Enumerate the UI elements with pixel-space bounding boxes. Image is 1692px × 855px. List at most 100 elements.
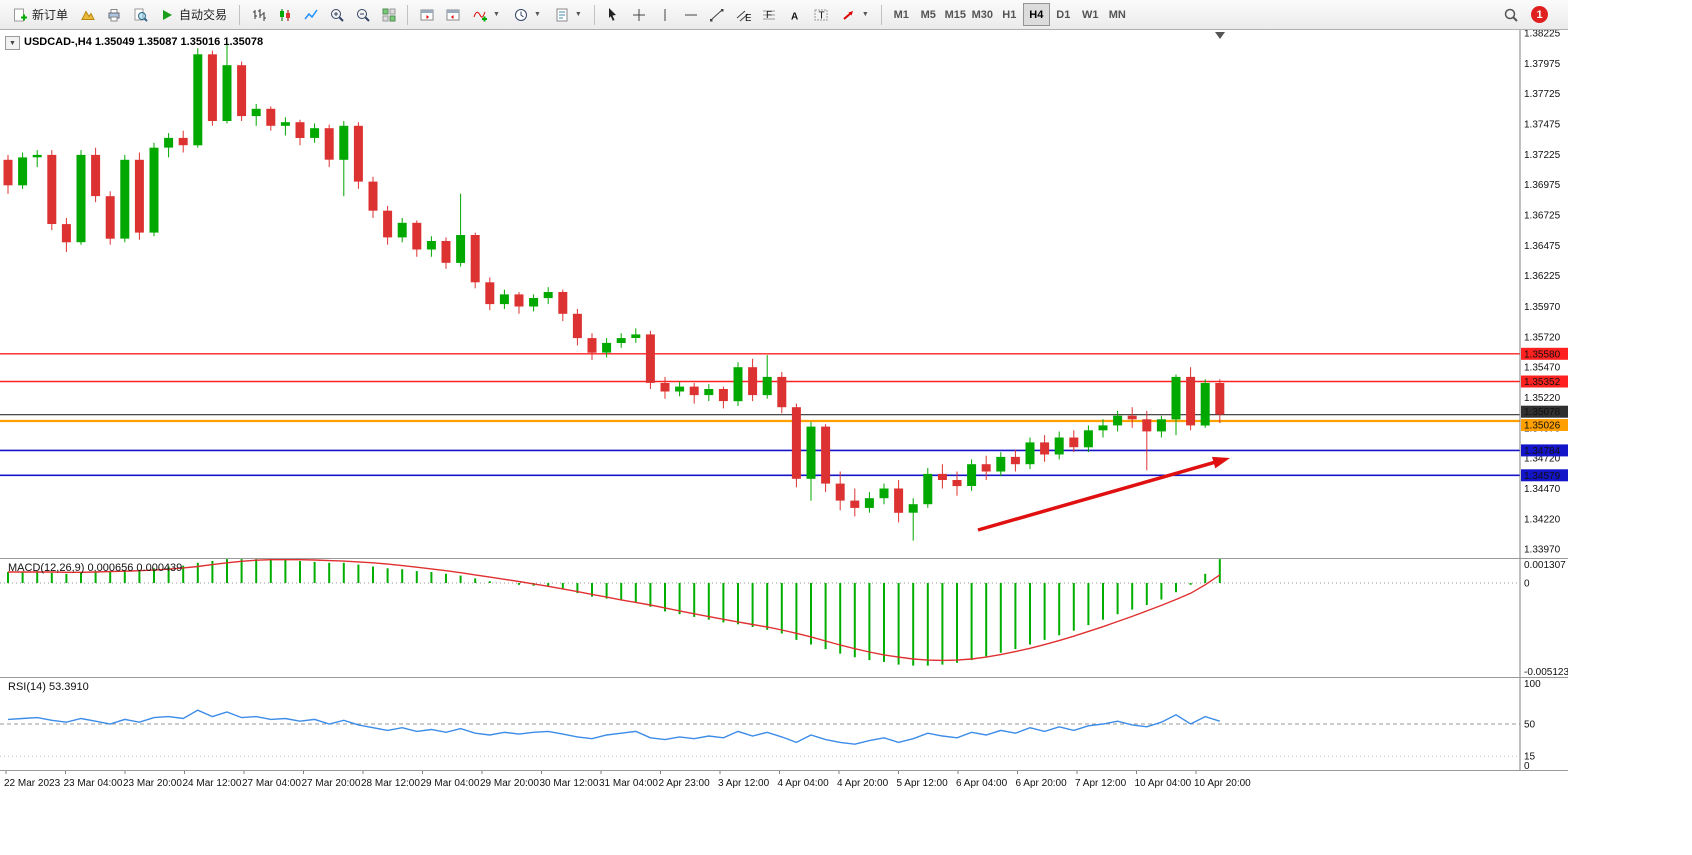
svg-text:3 Apr 12:00: 3 Apr 12:00 bbox=[718, 778, 770, 789]
toolbar-separator bbox=[880, 4, 882, 25]
printer-icon bbox=[108, 8, 120, 21]
macd-panel[interactable]: 0.001307 0 -0.005123 bbox=[0, 558, 1569, 678]
svg-text:A: A bbox=[791, 11, 798, 22]
candlestick-chart-button[interactable] bbox=[272, 3, 297, 26]
toolbar-separator bbox=[593, 4, 595, 25]
horizontal-line-button[interactable] bbox=[679, 3, 704, 26]
line-chart-icon bbox=[303, 9, 318, 19]
search-icon bbox=[1504, 8, 1518, 22]
svg-text:2 Apr 23:00: 2 Apr 23:00 bbox=[659, 778, 711, 789]
autotrading-play-icon bbox=[163, 9, 173, 20]
bar-chart-icon bbox=[252, 8, 266, 21]
chart-shift-button[interactable] bbox=[440, 3, 465, 26]
svg-text:6 Apr 04:00: 6 Apr 04:00 bbox=[956, 778, 1008, 789]
svg-text:1.36475: 1.36475 bbox=[1524, 241, 1561, 252]
autotrading-button[interactable]: 自动交易 bbox=[153, 3, 233, 26]
timeframe-button-M5[interactable]: M5 bbox=[915, 3, 942, 26]
print-button[interactable] bbox=[101, 3, 126, 26]
vertical-line-icon bbox=[664, 8, 666, 21]
trendline-icon bbox=[710, 8, 724, 21]
vertical-line-button[interactable] bbox=[653, 3, 678, 26]
rsi-panel[interactable]: 100 50 15 0 bbox=[0, 677, 1568, 772]
crosshair-button[interactable] bbox=[627, 3, 652, 26]
svg-text:1.33970: 1.33970 bbox=[1524, 545, 1561, 556]
cursor-icon bbox=[609, 7, 617, 21]
timeframe-group: M1 M5 M15 M30 H1 H4 D1 W1 MN bbox=[888, 3, 1131, 26]
timeframe-button-H4[interactable]: H4 bbox=[1022, 3, 1050, 26]
svg-text:1.36975: 1.36975 bbox=[1524, 180, 1561, 191]
notification-badge[interactable]: 1 bbox=[1531, 6, 1548, 23]
svg-text:1.37725: 1.37725 bbox=[1524, 89, 1561, 100]
svg-text:15: 15 bbox=[1524, 752, 1536, 763]
price-chart-panel[interactable]: 1.38225 1.37975 1.37725 1.37475 1.37225 1.369… bbox=[0, 29, 1568, 558]
svg-text:1.34579: 1.34579 bbox=[1524, 471, 1561, 482]
timeframe-button-H1[interactable]: H1 bbox=[996, 3, 1023, 26]
chevron-down-icon: ▼ bbox=[861, 11, 869, 18]
equidistant-channel-button[interactable]: E bbox=[731, 3, 756, 26]
cursor-button[interactable] bbox=[601, 3, 626, 26]
timeframe-button-D1[interactable]: D1 bbox=[1050, 3, 1077, 26]
search-button[interactable] bbox=[1498, 3, 1523, 26]
navigator-button[interactable] bbox=[75, 3, 100, 26]
svg-text:5 Apr 12:00: 5 Apr 12:00 bbox=[897, 778, 949, 789]
notification-count: 1 bbox=[1536, 8, 1543, 21]
zoom-in-button[interactable] bbox=[324, 3, 349, 26]
bar-chart-button[interactable] bbox=[246, 3, 271, 26]
time-axis[interactable]: 22 Mar 2023 23 Mar 04:00 23 Mar 20:00 24 Ma… bbox=[0, 770, 1568, 794]
trendline-button[interactable] bbox=[705, 3, 730, 26]
indicators-button[interactable]: ▼ bbox=[466, 3, 506, 26]
new-order-button[interactable]: 新订单 bbox=[6, 3, 74, 26]
auto-scroll-button[interactable] bbox=[414, 3, 439, 26]
clock-icon bbox=[514, 8, 527, 21]
time-axis-canvas: 22 Mar 2023 23 Mar 04:00 23 Mar 20:00 24 Ma… bbox=[4, 771, 1251, 789]
svg-text:29 Mar 20:00: 29 Mar 20:00 bbox=[480, 778, 539, 789]
timeframe-button-M1[interactable]: M1 bbox=[888, 3, 915, 26]
text-label-button[interactable]: T bbox=[809, 3, 834, 26]
main-toolbar: 新订单 自动交易 bbox=[0, 0, 1568, 30]
svg-text:22 Mar 2023: 22 Mar 2023 bbox=[4, 778, 61, 789]
svg-text:10 Apr 20:00: 10 Apr 20:00 bbox=[1194, 778, 1251, 789]
print-preview-button[interactable] bbox=[127, 3, 152, 26]
timeframe-button-W1[interactable]: W1 bbox=[1077, 3, 1104, 26]
one-click-trading-toggle[interactable]: ▼ bbox=[5, 36, 20, 50]
fibonacci-icon: F bbox=[763, 10, 776, 21]
svg-text:0: 0 bbox=[1524, 579, 1530, 590]
rsi-canvas: 100 50 150 bbox=[0, 678, 1541, 772]
svg-text:T: T bbox=[819, 10, 825, 21]
svg-text:1.37475: 1.37475 bbox=[1524, 120, 1561, 131]
svg-text:1.38225: 1.38225 bbox=[1524, 30, 1561, 40]
timeframe-button-M30[interactable]: M30 bbox=[969, 3, 996, 26]
svg-text:23 Mar 20:00: 23 Mar 20:00 bbox=[123, 778, 182, 789]
templates-button[interactable]: ▼ bbox=[548, 3, 588, 26]
auto-scroll-icon bbox=[420, 9, 434, 20]
svg-text:31 Mar 04:00: 31 Mar 04:00 bbox=[599, 778, 658, 789]
timeframe-button-M15[interactable]: M15 bbox=[942, 3, 969, 26]
svg-text:1.35580: 1.35580 bbox=[1524, 349, 1561, 360]
macd-canvas: 0.001307 0 -0.005123 bbox=[0, 558, 1569, 678]
svg-text:1.37225: 1.37225 bbox=[1524, 150, 1561, 161]
text-tool-button[interactable]: A bbox=[783, 3, 808, 26]
svg-text:0.001307: 0.001307 bbox=[1524, 560, 1566, 571]
svg-text:1.35220: 1.35220 bbox=[1524, 393, 1561, 404]
svg-text:23 Mar 04:00: 23 Mar 04:00 bbox=[64, 778, 123, 789]
svg-text:1.35970: 1.35970 bbox=[1524, 302, 1561, 313]
svg-text:1.37975: 1.37975 bbox=[1524, 59, 1561, 70]
toolbar-separator bbox=[239, 4, 241, 25]
zoom-out-button[interactable] bbox=[350, 3, 375, 26]
chart-shift-icon bbox=[446, 9, 460, 20]
svg-text:E: E bbox=[745, 13, 751, 23]
zoom-in-icon bbox=[330, 8, 344, 22]
chart-symbol-header: USDCAD-,H4 1.35049 1.35087 1.35016 1.350… bbox=[24, 36, 264, 48]
periods-button[interactable]: ▼ bbox=[507, 3, 547, 26]
tile-windows-button[interactable] bbox=[376, 3, 401, 26]
arrows-tool-button[interactable]: ▼ bbox=[835, 3, 875, 26]
channel-icon: E bbox=[737, 10, 751, 23]
chevron-down-icon: ▼ bbox=[533, 11, 541, 18]
line-chart-button[interactable] bbox=[298, 3, 323, 26]
svg-text:10 Apr 04:00: 10 Apr 04:00 bbox=[1135, 778, 1192, 789]
fibonacci-button[interactable]: F bbox=[757, 3, 782, 26]
timeframe-button-MN[interactable]: MN bbox=[1104, 3, 1131, 26]
svg-text:29 Mar 04:00: 29 Mar 04:00 bbox=[421, 778, 480, 789]
svg-text:1.34220: 1.34220 bbox=[1524, 514, 1561, 525]
